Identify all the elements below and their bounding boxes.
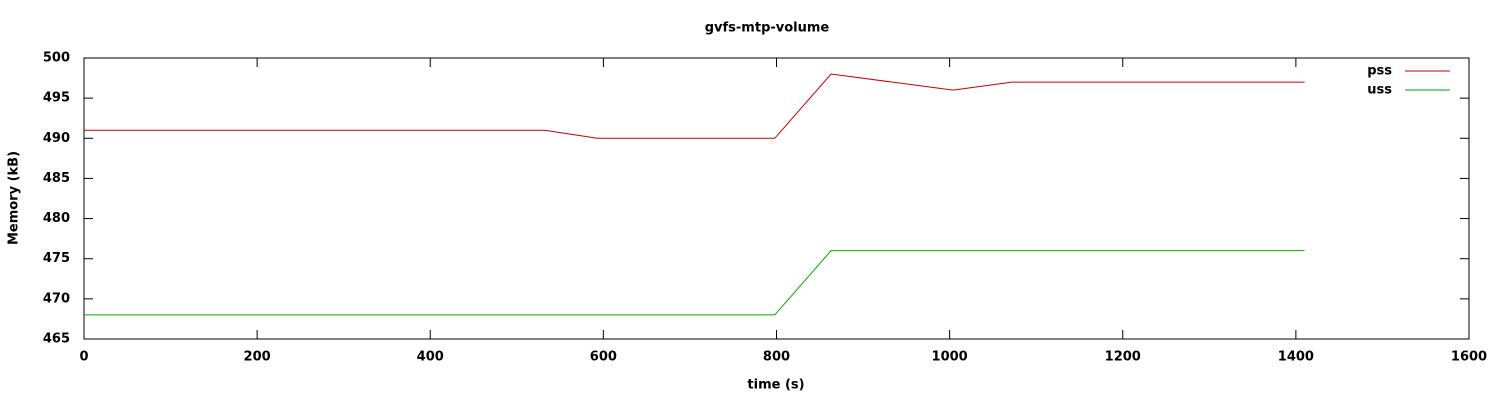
y-axis-label: Memory (kB) <box>7 151 22 245</box>
x-tick-label: 0 <box>79 350 88 365</box>
y-tick-label: 500 <box>43 51 70 66</box>
x-tick-label: 1200 <box>1105 350 1141 365</box>
plot-border <box>83 57 1470 340</box>
x-tick-label: 800 <box>763 350 790 365</box>
legend-label: uss <box>1367 83 1392 98</box>
line-series <box>84 73 1305 139</box>
y-tick-label: 475 <box>43 251 70 266</box>
y-tick-label: 490 <box>43 131 70 146</box>
y-tick-label: 470 <box>43 291 70 306</box>
legend-label: pss <box>1367 64 1392 79</box>
x-tick-label: 400 <box>417 350 444 365</box>
x-tick-label: 600 <box>590 350 617 365</box>
x-tick-label: 200 <box>244 350 271 365</box>
y-tick-label: 480 <box>43 211 70 226</box>
y-tick-label: 465 <box>43 332 70 347</box>
chart-title: gvfs-mtp-volume <box>705 21 830 36</box>
y-tick-label: 485 <box>43 171 70 186</box>
y-tick-label: 495 <box>43 91 70 106</box>
x-tick-label: 1600 <box>1451 350 1487 365</box>
x-tick-label: 1400 <box>1278 350 1314 365</box>
x-axis-label: time (s) <box>747 378 804 393</box>
line-series <box>84 250 1305 316</box>
x-tick-label: 1000 <box>932 350 968 365</box>
